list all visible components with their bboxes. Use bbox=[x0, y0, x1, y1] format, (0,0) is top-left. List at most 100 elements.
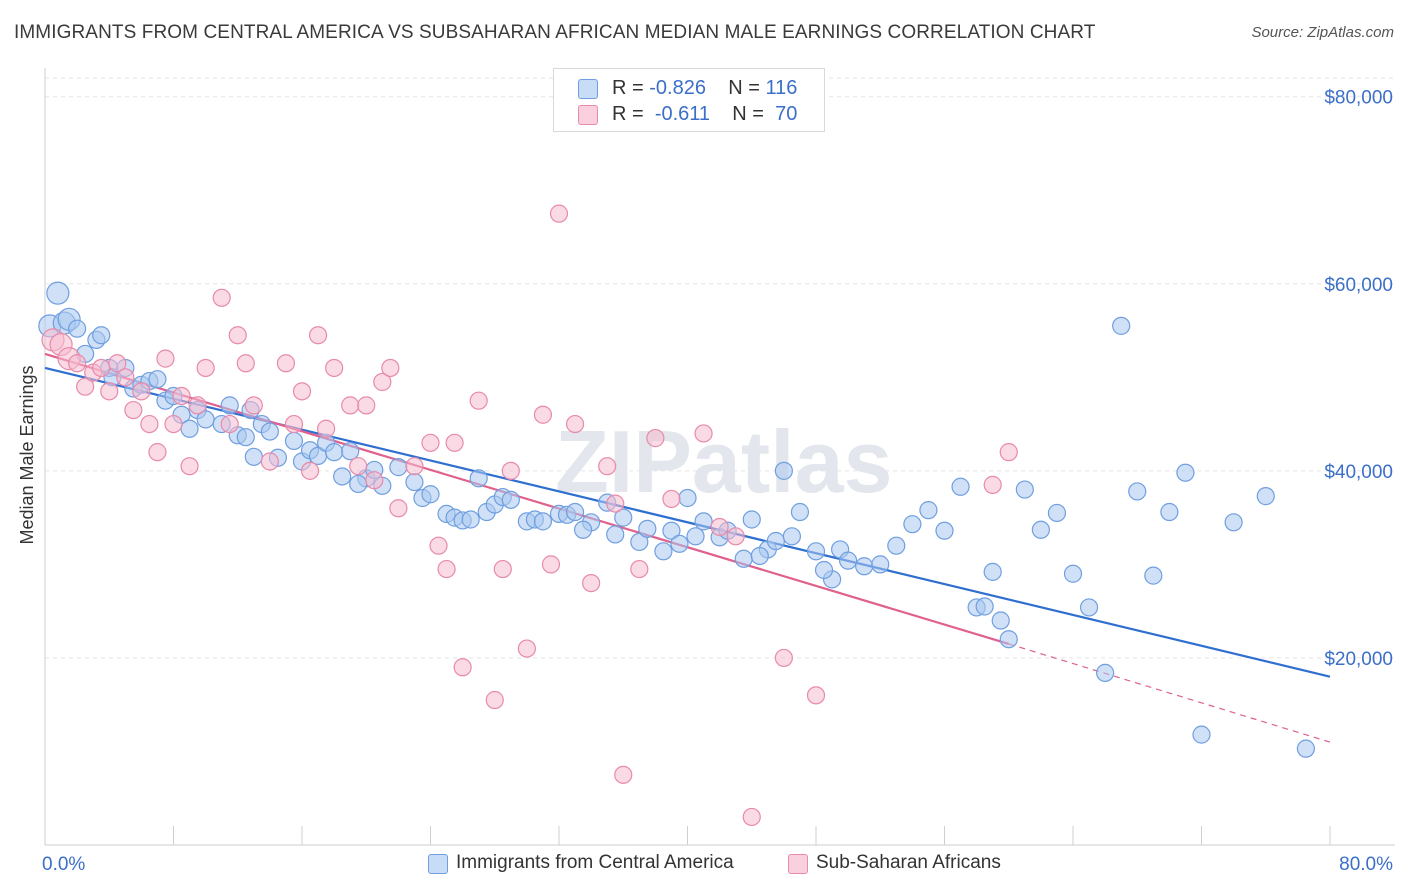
point-central-america bbox=[148, 370, 167, 389]
point-subsaharan bbox=[68, 354, 87, 373]
point-subsaharan bbox=[196, 358, 215, 378]
bottom-legend-swatch-blue bbox=[428, 854, 448, 874]
legend-swatch-blue bbox=[578, 79, 598, 99]
point-subsaharan bbox=[999, 443, 1018, 462]
point-central-america bbox=[1063, 564, 1083, 583]
point-central-america bbox=[887, 536, 906, 555]
x-tick-label: 80.0% bbox=[1339, 854, 1393, 875]
point-central-america bbox=[782, 527, 802, 546]
point-subsaharan bbox=[100, 382, 119, 401]
point-subsaharan bbox=[662, 489, 681, 509]
legend-n-value: 70 bbox=[775, 103, 798, 125]
point-central-america bbox=[1112, 316, 1131, 335]
point-central-america bbox=[678, 488, 697, 508]
point-subsaharan bbox=[405, 457, 424, 476]
bottom-legend-label-pink: Sub-Saharan Africans bbox=[816, 852, 1001, 873]
point-subsaharan bbox=[76, 377, 95, 396]
point-central-america bbox=[389, 458, 408, 477]
point-subsaharan bbox=[549, 204, 569, 223]
point-subsaharan bbox=[92, 358, 111, 378]
point-central-america bbox=[469, 469, 488, 488]
y-tick-label: $80,000 bbox=[1324, 88, 1393, 109]
point-central-america bbox=[565, 502, 585, 522]
point-central-america bbox=[638, 519, 657, 538]
point-subsaharan bbox=[485, 690, 504, 710]
point-central-america bbox=[814, 560, 834, 580]
point-subsaharan bbox=[806, 686, 826, 705]
point-central-america bbox=[694, 512, 713, 531]
point-central-america bbox=[46, 281, 70, 305]
legend-n-label: N = bbox=[732, 103, 764, 125]
point-subsaharan bbox=[341, 396, 360, 415]
point-subsaharan bbox=[421, 433, 440, 452]
point-subsaharan bbox=[646, 429, 665, 448]
point-central-america bbox=[1224, 513, 1243, 532]
point-subsaharan bbox=[188, 396, 207, 415]
point-subsaharan bbox=[429, 536, 448, 555]
point-subsaharan bbox=[132, 382, 151, 401]
point-central-america bbox=[983, 562, 1002, 581]
trend-line-subsaharan-extension bbox=[1008, 643, 1331, 743]
point-central-america bbox=[405, 472, 424, 492]
point-subsaharan bbox=[598, 457, 617, 476]
point-subsaharan bbox=[116, 368, 135, 387]
point-subsaharan bbox=[108, 354, 127, 373]
point-central-america bbox=[1144, 566, 1163, 585]
point-subsaharan bbox=[983, 475, 1002, 494]
legend-r-value: -0.826 bbox=[649, 77, 706, 99]
legend-n-label: N = bbox=[728, 77, 760, 99]
point-subsaharan bbox=[710, 517, 729, 537]
point-central-america bbox=[766, 531, 785, 551]
point-central-america bbox=[951, 477, 970, 496]
point-central-america bbox=[325, 443, 344, 462]
point-subsaharan bbox=[140, 414, 159, 434]
point-subsaharan bbox=[236, 354, 255, 373]
y-tick-label: $60,000 bbox=[1324, 275, 1393, 296]
point-central-america bbox=[1015, 480, 1034, 499]
point-central-america bbox=[1128, 482, 1147, 501]
point-subsaharan bbox=[565, 414, 585, 434]
bottom-legend-label-blue: Immigrants from Central America bbox=[456, 852, 734, 873]
y-tick-label: $40,000 bbox=[1324, 462, 1393, 483]
point-central-america bbox=[1079, 598, 1099, 617]
point-central-america bbox=[654, 542, 673, 561]
point-central-america bbox=[991, 611, 1010, 630]
point-subsaharan bbox=[148, 443, 167, 462]
point-subsaharan bbox=[774, 648, 793, 668]
point-subsaharan bbox=[501, 461, 520, 480]
point-central-america bbox=[244, 447, 263, 466]
point-subsaharan bbox=[300, 461, 320, 480]
point-subsaharan bbox=[381, 358, 400, 378]
point-central-america bbox=[1031, 520, 1050, 539]
point-subsaharan bbox=[292, 382, 312, 401]
point-subsaharan bbox=[308, 326, 328, 345]
axes bbox=[44, 68, 1395, 846]
point-subsaharan bbox=[365, 471, 384, 490]
point-central-america bbox=[533, 512, 553, 531]
chart-title: IMMIGRANTS FROM CENTRAL AMERICA VS SUBSA… bbox=[14, 22, 1096, 43]
point-subsaharan bbox=[172, 386, 191, 406]
point-subsaharan bbox=[694, 424, 713, 443]
point-central-america bbox=[1160, 502, 1179, 522]
point-central-america bbox=[333, 467, 352, 486]
point-subsaharan bbox=[316, 419, 336, 438]
point-subsaharan bbox=[742, 807, 761, 827]
point-subsaharan bbox=[164, 414, 183, 434]
y-tick-label: $20,000 bbox=[1324, 649, 1393, 670]
point-central-america bbox=[806, 542, 826, 561]
point-subsaharan bbox=[373, 372, 392, 392]
point-subsaharan bbox=[276, 354, 296, 373]
point-central-america bbox=[349, 474, 368, 494]
point-central-america bbox=[935, 521, 954, 540]
point-subsaharan bbox=[453, 658, 472, 677]
point-central-america bbox=[855, 557, 874, 576]
point-subsaharan bbox=[180, 457, 199, 476]
point-subsaharan bbox=[260, 452, 279, 471]
tick-labels: $20,000 $40,000 $60,000 $80,000 0.0% 80.0% bbox=[42, 88, 1393, 875]
point-central-america bbox=[750, 546, 769, 566]
legend-r-label: R = bbox=[612, 103, 644, 125]
point-central-america bbox=[573, 520, 593, 539]
point-central-america bbox=[999, 630, 1018, 649]
point-central-america bbox=[220, 396, 239, 415]
